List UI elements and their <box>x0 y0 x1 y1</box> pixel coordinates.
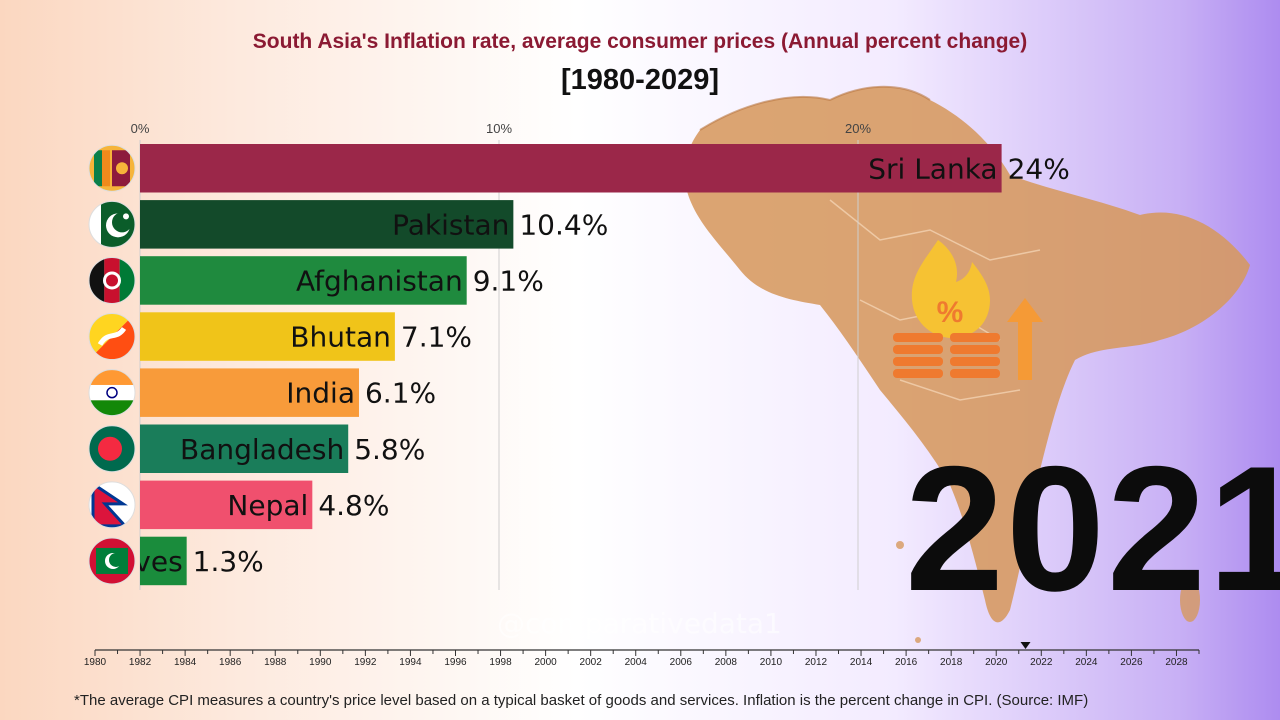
timeline-tick-label: 2010 <box>760 657 783 668</box>
bar-bangladesh <box>140 424 349 473</box>
timeline-tick-label: 2004 <box>625 657 648 668</box>
bar-label: Pakistan <box>392 208 509 241</box>
timeline-tick-label: 1990 <box>309 657 332 668</box>
bar-label: Afghanistan <box>296 264 463 297</box>
value-label: 24% <box>1008 152 1070 185</box>
bar-label: Sri Lanka <box>868 152 997 185</box>
bar-group: India 6.1% <box>140 368 436 417</box>
bar-bhutan <box>140 312 395 361</box>
watermark-text: @comparativedata1 <box>497 607 782 640</box>
timeline-tick-label: 1982 <box>129 657 152 668</box>
timeline-tick-label: 2014 <box>850 657 873 668</box>
bar-label: ves <box>134 545 182 578</box>
timeline-tick-label: 1984 <box>174 657 197 668</box>
chart-title: South Asia's Inflation rate, average con… <box>252 30 1028 53</box>
bar-group: Afghanistan 9.1% <box>140 256 544 305</box>
timeline-tick-label: 1988 <box>264 657 287 668</box>
bar-sri-lanka <box>140 144 1002 193</box>
flag-bangladesh-icon <box>88 425 136 473</box>
footnote: *The average CPI measures a country's pr… <box>74 692 1089 709</box>
flag-afghanistan-icon <box>88 256 136 304</box>
bar-maldives <box>140 536 187 586</box>
bar-label: Bhutan <box>290 321 391 354</box>
svg-text:%: % <box>937 296 964 329</box>
timeline-tick-label: 2028 <box>1165 657 1188 668</box>
bar-group: Bhutan 7.1% <box>140 312 472 361</box>
timeline-tick-label: 1980 <box>84 657 107 668</box>
x-tick-label: 10% <box>486 121 512 136</box>
timeline-tick-label: 1996 <box>444 657 467 668</box>
value-label: 9.1% <box>473 264 544 297</box>
timeline-tick-label: 1986 <box>219 657 242 668</box>
value-label: 7.1% <box>401 321 472 354</box>
current-year-label: 2021 <box>905 429 1280 628</box>
south-asia-map-illustration <box>684 85 1250 643</box>
flag-india-icon <box>88 369 136 417</box>
timeline-tick-label: 1998 <box>489 657 512 668</box>
bar-label: Bangladesh <box>180 433 344 466</box>
value-label: 10.4% <box>519 208 608 241</box>
bar-afghanistan <box>140 256 467 305</box>
value-label: 6.1% <box>365 377 436 410</box>
chart-subtitle: [1980-2029] <box>561 64 719 96</box>
timeline-tick-label: 2022 <box>1030 657 1053 668</box>
timeline-tick-label: 1992 <box>354 657 377 668</box>
bar-group: Pakistan 10.4% <box>140 200 608 249</box>
value-label: 4.8% <box>318 489 389 522</box>
value-label: 1.3% <box>193 545 264 578</box>
timeline-tick-label: 2024 <box>1075 657 1098 668</box>
timeline-tick-label: 2018 <box>940 657 963 668</box>
timeline-tick-label: 2000 <box>534 657 557 668</box>
timeline-tick-label: 1994 <box>399 657 422 668</box>
bar-group: Bangladesh 5.8% <box>140 424 425 473</box>
bar-group: ves 1.3% <box>134 536 264 586</box>
bar-label: India <box>286 377 355 410</box>
flag-nepal-icon <box>88 481 136 529</box>
timeline-tick-label: 2008 <box>715 657 738 668</box>
x-tick-label: 20% <box>845 121 871 136</box>
timeline-current-marker[interactable] <box>1020 642 1031 649</box>
inflation-fire-coins-icon: % <box>893 240 1043 380</box>
bar-group: Nepal 4.8% <box>140 480 389 530</box>
timeline-tick-label: 2026 <box>1120 657 1143 668</box>
bar-pakistan <box>140 200 514 249</box>
flag-bhutan-icon <box>88 313 136 361</box>
bar-india <box>140 368 359 417</box>
timeline-tick-label: 2012 <box>805 657 828 668</box>
timeline-tick-label: 2016 <box>895 657 918 668</box>
timeline-tick-label: 2002 <box>580 657 603 668</box>
value-label: 5.8% <box>354 433 425 466</box>
x-tick-label: 0% <box>131 121 150 136</box>
flag-pakistan-icon <box>88 200 136 248</box>
bar-label: Nepal <box>227 489 308 522</box>
timeline-tick-label: 2006 <box>670 657 693 668</box>
bar-group: Sri Lanka 24% <box>140 144 1070 193</box>
flag-maldives-icon <box>88 537 136 585</box>
bar-nepal <box>140 480 313 530</box>
flag-sri-lanka-icon <box>88 144 136 192</box>
timeline-tick-label: 2020 <box>985 657 1008 668</box>
